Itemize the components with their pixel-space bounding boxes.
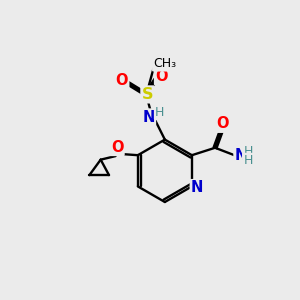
Text: N: N <box>191 180 203 195</box>
Text: H: H <box>155 106 164 119</box>
Text: O: O <box>155 69 168 84</box>
Text: O: O <box>111 140 123 155</box>
Text: N: N <box>235 148 247 163</box>
Text: O: O <box>216 116 229 131</box>
Text: CH₃: CH₃ <box>153 57 176 70</box>
Text: S: S <box>142 87 153 102</box>
Text: N: N <box>142 110 155 125</box>
Text: H: H <box>243 154 253 167</box>
Text: H: H <box>243 145 253 158</box>
Text: O: O <box>116 73 128 88</box>
